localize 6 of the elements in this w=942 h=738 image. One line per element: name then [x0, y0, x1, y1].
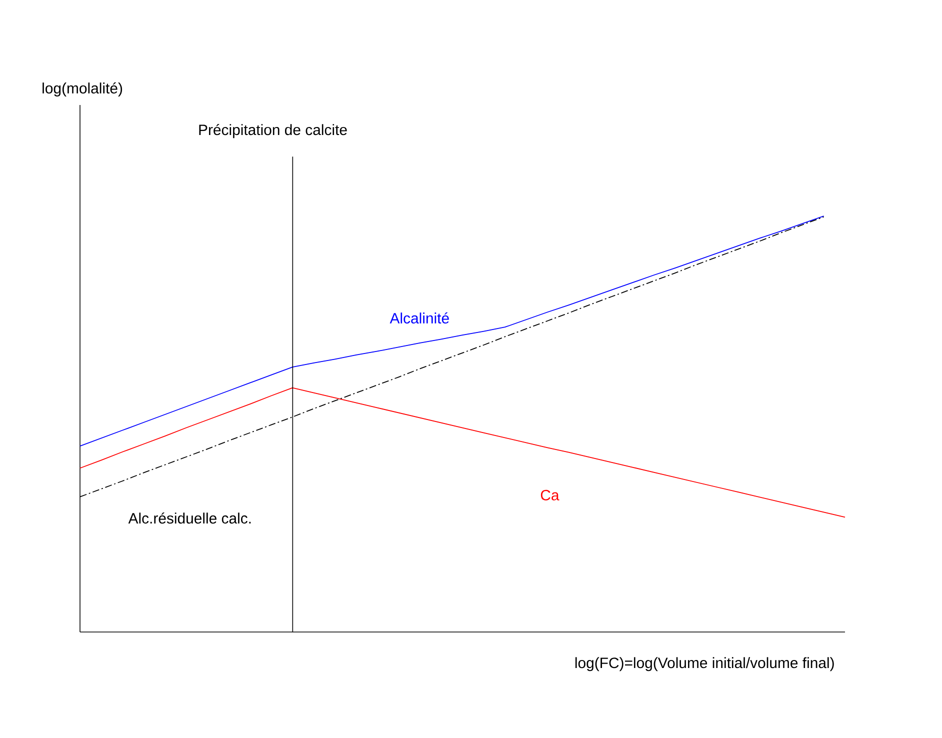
text: log(molalité) [42, 82, 122, 96]
x-axis-title: log(FC)=log(Volume initial/volume final) [575, 657, 834, 672]
text: Précipitation de calcite [199, 124, 347, 138]
series-label: Alcalinité [390, 312, 449, 324]
text: Ca [540, 490, 560, 500]
text: Alc.résiduelle calc. [128, 512, 251, 524]
